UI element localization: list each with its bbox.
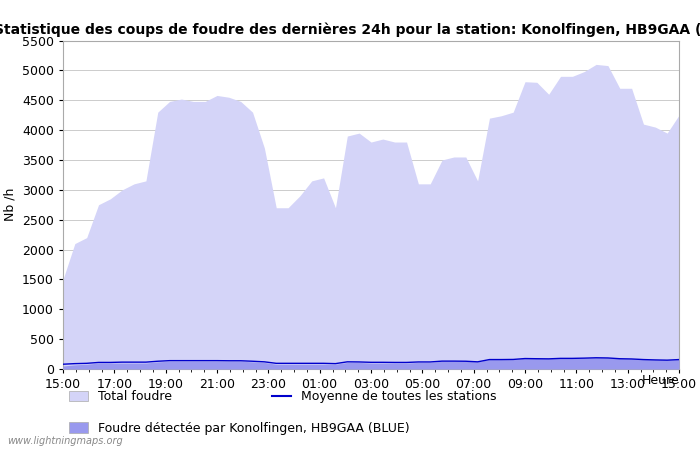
Legend: Foudre détectée par Konolfingen, HB9GAA (BLUE): Foudre détectée par Konolfingen, HB9GAA … <box>69 422 410 435</box>
Legend: Total foudre, Moyenne de toutes les stations: Total foudre, Moyenne de toutes les stat… <box>69 390 496 403</box>
Text: Heure: Heure <box>641 374 679 387</box>
Title: Statistique des coups de foudre des dernières 24h pour la station: Konolfingen, : Statistique des coups de foudre des dern… <box>0 22 700 36</box>
Text: www.lightningmaps.org: www.lightningmaps.org <box>7 436 122 446</box>
Y-axis label: Nb /h: Nb /h <box>4 188 16 221</box>
